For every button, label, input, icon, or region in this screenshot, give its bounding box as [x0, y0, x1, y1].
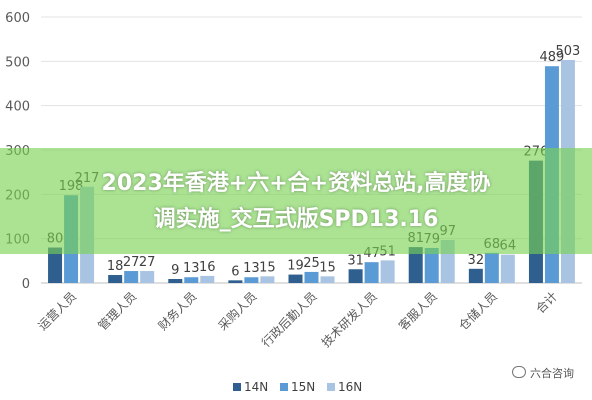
data-label: 6 [231, 264, 239, 279]
data-label: 25 [303, 256, 320, 271]
bar [484, 252, 499, 283]
x-category-label: 合计 [532, 289, 560, 317]
legend-label: 15N [291, 380, 315, 394]
bar [108, 275, 123, 283]
data-label: 13 [183, 261, 200, 276]
bar [184, 277, 199, 283]
y-tick-label: 0 [22, 277, 30, 292]
wechat-icon [512, 366, 526, 378]
x-category-label: 行政后勤人员 [259, 289, 320, 350]
bar [500, 254, 515, 283]
x-category-label: 仓储人员 [455, 289, 500, 334]
bar [380, 260, 395, 283]
x-category-label: 客服人员 [395, 289, 440, 334]
banner-line-1: 2023年香港+六+合+资料总站,高度协 [101, 171, 491, 196]
legend-label: 14N [244, 380, 268, 394]
banner-line-2: 调实施_交互式版SPD13.16 [153, 207, 439, 232]
data-label: 19 [287, 259, 304, 274]
legend-swatch [233, 383, 241, 391]
data-label: 31 [347, 253, 364, 268]
legend-swatch [280, 383, 288, 391]
data-label: 27 [123, 255, 140, 270]
bar [200, 275, 215, 283]
bar [48, 247, 63, 283]
bar [304, 271, 319, 283]
data-label: 18 [107, 259, 124, 274]
bar [288, 274, 303, 283]
data-label: 9 [171, 263, 179, 278]
bar [228, 280, 243, 283]
bar [408, 247, 423, 283]
y-tick-label: 400 [5, 100, 30, 115]
bar [424, 247, 439, 283]
x-category-label: 管理人员 [95, 289, 140, 334]
data-label: 16 [199, 260, 216, 275]
x-category-label: 运营人员 [35, 289, 79, 333]
y-tick-label: 600 [5, 11, 30, 26]
x-category-label: 财务人员 [155, 289, 200, 334]
legend-swatch [327, 383, 335, 391]
bar [348, 269, 363, 283]
x-category-label: 采购人员 [215, 289, 260, 334]
bar [168, 279, 183, 283]
watermark-text: 六合咨询 [530, 367, 574, 380]
legend-label: 16N [338, 380, 362, 394]
data-label: 32 [468, 253, 485, 268]
data-label: 15 [319, 260, 336, 275]
data-label: 27 [139, 255, 156, 270]
data-label: 15 [259, 260, 276, 275]
bar [140, 271, 155, 283]
data-label: 13 [243, 261, 260, 276]
bar [124, 271, 139, 283]
data-label: 503 [556, 44, 581, 59]
bar [364, 262, 379, 283]
bar [244, 277, 259, 283]
x-category-label: 技术研发人员 [318, 289, 380, 351]
bar [320, 276, 335, 283]
y-tick-label: 500 [5, 55, 30, 70]
bar [468, 268, 483, 283]
bar [260, 276, 275, 283]
data-label: 489 [540, 50, 565, 65]
watermark: 六合咨询 [512, 365, 574, 381]
banner-overlay: 2023年香港+六+合+资料总站,高度协 调实施_交互式版SPD13.16 [0, 148, 592, 254]
